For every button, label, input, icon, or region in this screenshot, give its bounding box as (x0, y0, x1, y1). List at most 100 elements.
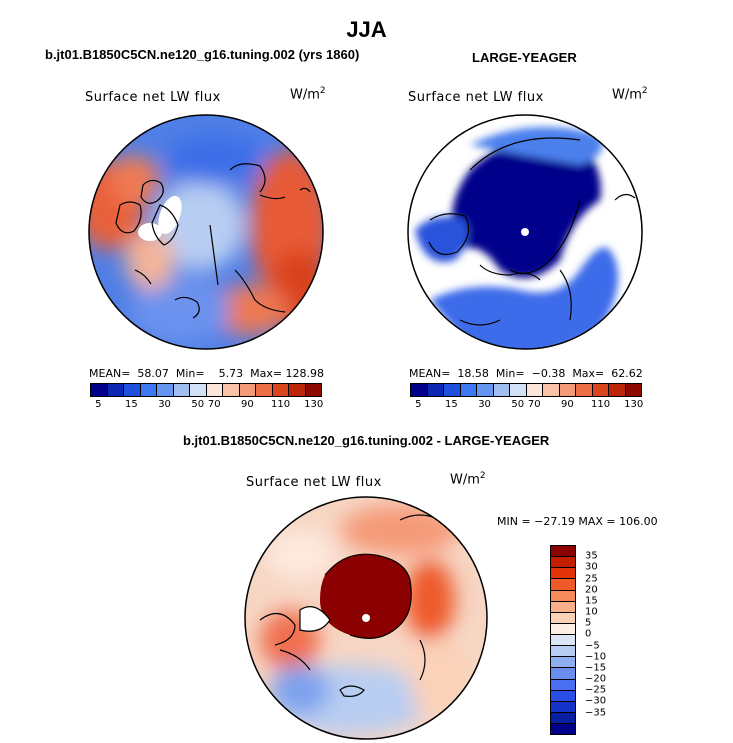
colorbar-tick-label: 30 (478, 399, 491, 410)
colorbar-swatch (551, 668, 575, 680)
colorbar-tick-label: 50 (511, 399, 525, 410)
colorbar-tick-label: 110 (591, 399, 611, 410)
colorbar-tick-label: −10 (585, 651, 607, 663)
right-panel-title: LARGE-YEAGER (472, 50, 577, 65)
left-colorbar: 5 15 30 50 70 90 110 130 (90, 383, 324, 411)
colorbar-tick-label: 5 (415, 399, 422, 410)
colorbar-swatch (190, 384, 207, 396)
colorbar-swatch (427, 384, 444, 396)
colorbar-tick-label: −20 (585, 673, 607, 685)
right-stats: MEAN= 18.58 Min= −0.38 Max= 62.62 (409, 367, 643, 380)
colorbar-tick-label: 15 (585, 595, 598, 607)
right-colorbar-swatches (410, 383, 642, 397)
colorbar-swatch (91, 384, 108, 396)
colorbar-swatch (223, 384, 240, 396)
colorbar-tick-label: 130 (624, 399, 644, 410)
right-colorbar-labels: 5 15 30 50 70 90 110 130 (410, 397, 644, 411)
colorbar-swatch (305, 384, 321, 396)
colorbar-tick-label: 90 (561, 399, 574, 410)
colorbar-tick-label: 15 (445, 399, 458, 410)
colorbar-tick-label: −15 (585, 662, 607, 674)
colorbar-swatch (551, 623, 575, 635)
colorbar-tick-label: 5 (95, 399, 102, 410)
colorbar-swatch (551, 635, 575, 647)
colorbar-tick-label: 110 (271, 399, 291, 410)
diff-colorbar (550, 545, 576, 735)
left-variable-label: Surface net LW flux (85, 90, 221, 105)
right-polar-map (407, 114, 643, 350)
colorbar-swatch (493, 384, 510, 396)
colorbar-tick-label: −5 (585, 640, 600, 652)
colorbar-tick-label: −25 (585, 684, 607, 696)
diff-units-label: W/m2 (450, 471, 486, 488)
right-variable-label: Surface net LW flux (408, 90, 544, 105)
colorbar-swatch (444, 384, 461, 396)
colorbar-swatch (107, 384, 124, 396)
colorbar-swatch (206, 384, 223, 396)
left-colorbar-swatches (90, 383, 322, 397)
colorbar-swatch (551, 646, 575, 658)
colorbar-tick-label: −35 (585, 707, 607, 719)
left-units-label: W/m2 (290, 86, 326, 103)
figure-title: JJA (346, 17, 387, 42)
right-units-label: W/m2 (612, 86, 648, 103)
colorbar-tick-label: 0 (585, 628, 592, 640)
colorbar-swatch (124, 384, 141, 396)
colorbar-tick-label: 70 (527, 399, 541, 410)
colorbar-swatch (559, 384, 576, 396)
diff-variable-label: Surface net LW flux (246, 475, 382, 490)
left-stats: MEAN= 58.07 Min= 5.73 Max= 128.98 (89, 367, 325, 380)
colorbar-swatch (173, 384, 190, 396)
colorbar-swatch (551, 590, 575, 602)
colorbar-swatch (551, 579, 575, 591)
colorbar-swatch (551, 612, 575, 624)
colorbar-tick-label: 15 (125, 399, 138, 410)
colorbar-tick-label: 130 (304, 399, 324, 410)
colorbar-tick-label: 5 (585, 617, 592, 629)
diff-colorbar-labels: 35 30 25 20 15 10 5 0 −5 −10 −15 −20 −25 −30 −35 (585, 545, 625, 735)
colorbar-swatch (272, 384, 289, 396)
colorbar-swatch (477, 384, 494, 396)
colorbar-swatch (576, 384, 593, 396)
colorbar-tick-label: 50 (191, 399, 205, 410)
colorbar-tick-label: 30 (585, 561, 598, 573)
left-polar-map (88, 114, 324, 350)
colorbar-swatch (551, 701, 575, 713)
colorbar-swatch (256, 384, 273, 396)
colorbar-tick-label: 20 (585, 584, 598, 596)
colorbar-swatch (551, 546, 575, 558)
colorbar-tick-label: 35 (585, 550, 598, 562)
colorbar-swatch (140, 384, 157, 396)
colorbar-tick-label: 70 (207, 399, 221, 410)
colorbar-swatch (592, 384, 609, 396)
colorbar-swatch (510, 384, 527, 396)
colorbar-tick-label: 90 (241, 399, 254, 410)
colorbar-swatch (625, 384, 641, 396)
colorbar-swatch (551, 679, 575, 691)
colorbar-swatch (239, 384, 256, 396)
colorbar-swatch (551, 690, 575, 702)
diff-polar-map (244, 496, 488, 740)
colorbar-tick-label: 30 (158, 399, 171, 410)
colorbar-tick-label: −30 (585, 695, 607, 707)
colorbar-swatch (526, 384, 543, 396)
colorbar-tick-label: 25 (585, 573, 598, 585)
colorbar-swatch (460, 384, 477, 396)
colorbar-swatch (551, 724, 575, 735)
colorbar-swatch (551, 601, 575, 613)
diff-stats: MIN = −27.19 MAX = 106.00 (497, 515, 658, 528)
left-panel-title: b.jt01.B1850C5CN.ne120_g16.tuning.002 (y… (45, 47, 360, 62)
colorbar-swatch (551, 557, 575, 569)
colorbar-swatch (551, 568, 575, 580)
colorbar-swatch (289, 384, 306, 396)
colorbar-swatch (411, 384, 428, 396)
colorbar-swatch (543, 384, 560, 396)
colorbar-tick-label: 10 (585, 606, 598, 618)
right-colorbar: 5 15 30 50 70 90 110 130 (410, 383, 644, 411)
colorbar-swatch (609, 384, 626, 396)
left-colorbar-labels: 5 15 30 50 70 90 110 130 (90, 397, 324, 411)
diff-panel-title: b.jt01.B1850C5CN.ne120_g16.tuning.002 - … (183, 433, 550, 448)
colorbar-swatch (551, 657, 575, 669)
colorbar-swatch (157, 384, 174, 396)
